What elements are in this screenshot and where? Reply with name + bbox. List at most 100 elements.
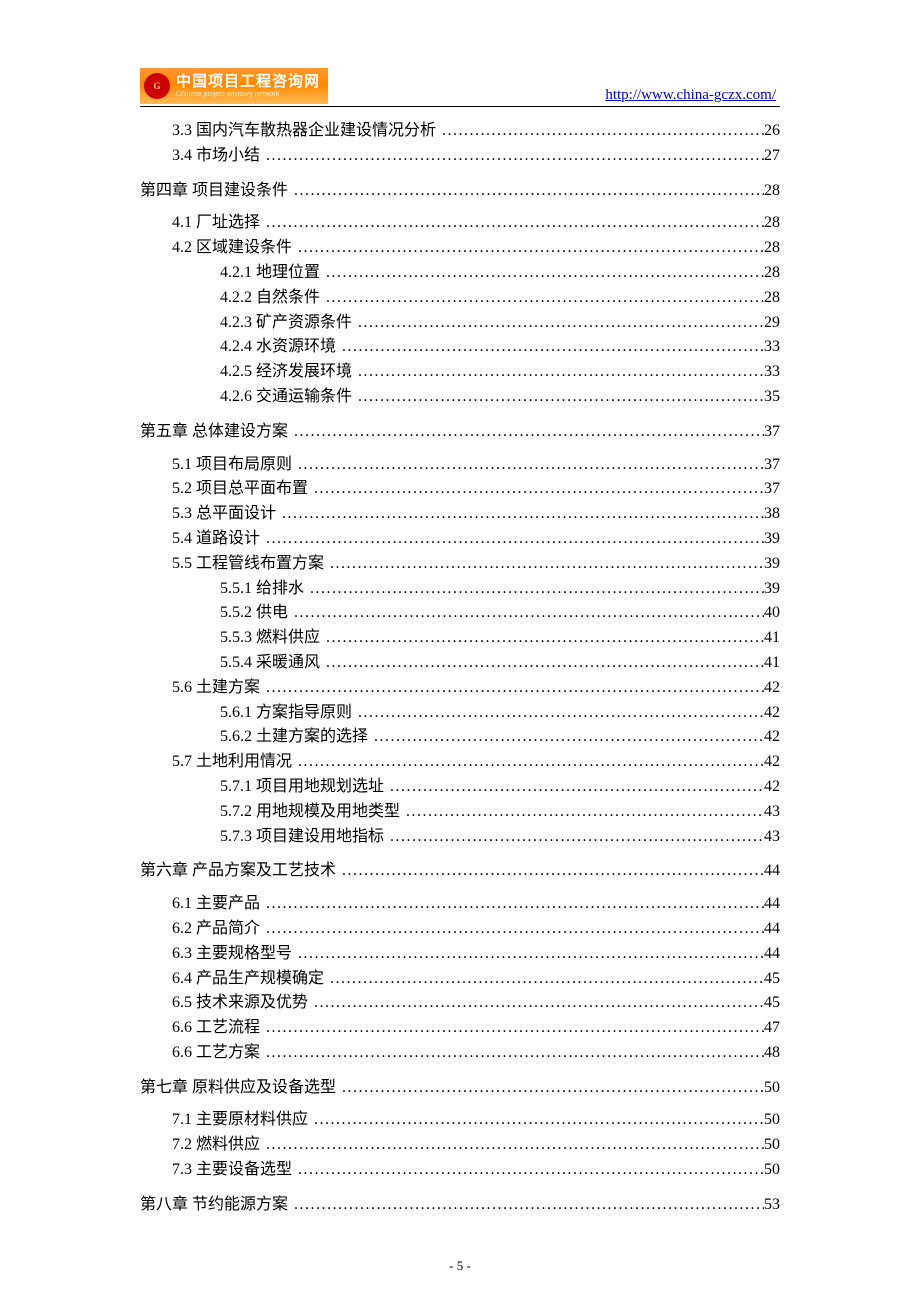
toc-page: 33 <box>764 335 780 360</box>
toc-entry[interactable]: 第四章 项目建设条件28 <box>140 179 780 204</box>
toc-page: 44 <box>764 859 780 884</box>
toc-entry[interactable]: 6.6 工艺方案48 <box>172 1041 780 1066</box>
toc-entry[interactable]: 5.4 道路设计39 <box>172 527 780 552</box>
toc-entry[interactable]: 第六章 产品方案及工艺技术 44 <box>140 859 780 884</box>
toc-dots <box>288 601 764 626</box>
toc-entry[interactable]: 6.2 产品简介44 <box>172 917 780 942</box>
toc-dots <box>436 119 764 144</box>
toc-entry[interactable]: 5.6.2 土建方案的选择42 <box>220 725 780 750</box>
toc-entry[interactable]: 5.6 土建方案42 <box>172 676 780 701</box>
toc-dots <box>288 1193 764 1218</box>
toc-entry[interactable]: 7.1 主要原材料供应 50 <box>172 1108 780 1133</box>
toc-entry[interactable]: 5.6.1 方案指导原则42 <box>220 701 780 726</box>
toc-dots <box>324 552 764 577</box>
toc-page: 43 <box>764 800 780 825</box>
toc-label: 4.1 厂址选择 <box>172 211 260 236</box>
toc-dots <box>308 991 764 1016</box>
toc-entry[interactable]: 5.2 项目总平面布置 37 <box>172 477 780 502</box>
toc-entry[interactable]: 6.5 技术来源及优势45 <box>172 991 780 1016</box>
toc-label: 5.7.2 用地规模及用地类型 <box>220 800 400 825</box>
toc-label: 5.7.1 项目用地规划选址 <box>220 775 384 800</box>
toc-entry[interactable]: 4.2.3 矿产资源条件29 <box>220 311 780 336</box>
toc-entry[interactable]: 7.3 主要设备选型50 <box>172 1158 780 1183</box>
toc-label: 4.2.3 矿产资源条件 <box>220 311 352 336</box>
toc-dots <box>336 859 764 884</box>
toc-label: 5.3 总平面设计 <box>172 502 276 527</box>
toc-dots <box>260 1041 764 1066</box>
toc-entry[interactable]: 4.2.4 水资源环境33 <box>220 335 780 360</box>
toc-entry[interactable]: 4.2 区域建设条件28 <box>172 236 780 261</box>
toc-entry[interactable]: 4.2.1 地理位置28 <box>220 261 780 286</box>
toc-label: 5.5.3 燃料供应 <box>220 626 320 651</box>
toc-label: 5.6 土建方案 <box>172 676 260 701</box>
toc-label: 5.2 项目总平面布置 <box>172 477 308 502</box>
toc-page: 47 <box>764 1016 780 1041</box>
toc-label: 第八章 节约能源方案 <box>140 1193 288 1218</box>
toc-entry[interactable]: 4.2.2 自然条件28 <box>220 286 780 311</box>
toc-label: 第七章 原料供应及设备选型 <box>140 1076 336 1101</box>
toc-entry[interactable]: 5.5 工程管线布置方案39 <box>172 552 780 577</box>
toc-dots <box>352 385 764 410</box>
toc-entry[interactable]: 4.2.6 交通运输条件35 <box>220 385 780 410</box>
toc-label: 第五章 总体建设方案 <box>140 420 288 445</box>
toc-page: 35 <box>764 385 780 410</box>
document-page: G 中国项目工程咨询网 Chinese project advisory net… <box>0 0 920 1302</box>
toc-dots <box>304 577 764 602</box>
toc-entry[interactable]: 5.5.2 供电40 <box>220 601 780 626</box>
toc-entry[interactable]: 第七章 原料供应及设备选型50 <box>140 1076 780 1101</box>
toc-entry[interactable]: 3.4 市场小结27 <box>172 144 780 169</box>
toc-dots <box>308 477 764 502</box>
toc-entry[interactable]: 6.3 主要规格型号44 <box>172 942 780 967</box>
toc-entry[interactable]: 5.5.1 给排水39 <box>220 577 780 602</box>
toc-dots <box>400 800 764 825</box>
toc-entry[interactable]: 第八章 节约能源方案53 <box>140 1193 780 1218</box>
toc-entry[interactable]: 7.2 燃料供应50 <box>172 1133 780 1158</box>
toc-entry[interactable]: 5.7 土地利用情况42 <box>172 750 780 775</box>
toc-label: 5.7.3 项目建设用地指标 <box>220 825 384 850</box>
toc-label: 5.6.2 土建方案的选择 <box>220 725 368 750</box>
toc-entry[interactable]: 5.7.2 用地规模及用地类型 43 <box>220 800 780 825</box>
toc-dots <box>384 825 764 850</box>
logo-en: Chinese project advisory network <box>176 91 320 98</box>
header-url-link[interactable]: http://www.china-gczx.com/ <box>605 87 776 104</box>
toc-label: 第六章 产品方案及工艺技术 <box>140 859 336 884</box>
toc-label: 6.2 产品简介 <box>172 917 260 942</box>
page-header: G 中国项目工程咨询网 Chinese project advisory net… <box>140 68 780 104</box>
toc-dots <box>352 701 764 726</box>
toc-page: 44 <box>764 892 780 917</box>
toc-entry[interactable]: 5.7.3 项目建设用地指标43 <box>220 825 780 850</box>
toc-label: 5.6.1 方案指导原则 <box>220 701 352 726</box>
toc-entry[interactable]: 5.1 项目布局原则37 <box>172 453 780 478</box>
toc-page: 39 <box>764 527 780 552</box>
toc-label: 4.2.5 经济发展环境 <box>220 360 352 385</box>
toc-page: 50 <box>764 1133 780 1158</box>
toc-page: 50 <box>764 1108 780 1133</box>
toc-entry[interactable]: 6.1 主要产品44 <box>172 892 780 917</box>
toc-entry[interactable]: 5.7.1 项目用地规划选址42 <box>220 775 780 800</box>
toc-page: 37 <box>764 477 780 502</box>
toc-dots <box>292 750 764 775</box>
toc-entry[interactable]: 第五章 总体建设方案37 <box>140 420 780 445</box>
toc-dots <box>292 1158 764 1183</box>
toc-page: 41 <box>764 651 780 676</box>
toc-entry[interactable]: 5.5.4 采暖通风41 <box>220 651 780 676</box>
toc-label: 7.1 主要原材料供应 <box>172 1108 308 1133</box>
toc-page: 28 <box>764 261 780 286</box>
toc-entry[interactable]: 6.4 产品生产规模确定45 <box>172 967 780 992</box>
toc-entry[interactable]: 5.3 总平面设计38 <box>172 502 780 527</box>
toc-dots <box>260 676 764 701</box>
toc-dots <box>292 453 764 478</box>
toc-entry[interactable]: 5.5.3 燃料供应41 <box>220 626 780 651</box>
toc-page: 28 <box>764 236 780 261</box>
toc-page: 45 <box>764 991 780 1016</box>
site-logo: G 中国项目工程咨询网 Chinese project advisory net… <box>140 68 328 104</box>
toc-dots <box>352 360 764 385</box>
toc-entry[interactable]: 6.6 工艺流程47 <box>172 1016 780 1041</box>
toc-entry[interactable]: 4.1 厂址选择28 <box>172 211 780 236</box>
toc-entry[interactable]: 4.2.5 经济发展环境33 <box>220 360 780 385</box>
toc-dots <box>292 942 764 967</box>
toc-label: 6.4 产品生产规模确定 <box>172 967 324 992</box>
toc-dots <box>276 502 764 527</box>
toc-dots <box>260 211 764 236</box>
toc-entry[interactable]: 3.3 国内汽车散热器企业建设情况分析26 <box>172 119 780 144</box>
